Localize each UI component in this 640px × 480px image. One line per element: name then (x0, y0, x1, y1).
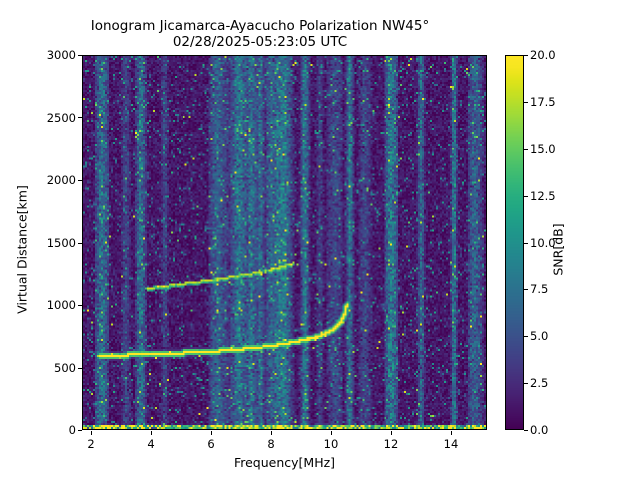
ionogram-plot-area (82, 55, 487, 430)
x-tick-mark (151, 431, 152, 435)
colorbar-tick-label: 5.0 (530, 329, 549, 344)
colorbar-tick-label: 7.5 (530, 282, 549, 297)
y-tick-mark (78, 180, 82, 181)
ionogram-heatmap (83, 56, 486, 429)
y-tick-mark (78, 243, 82, 244)
y-tick-label: 3000 (46, 48, 76, 62)
y-axis-label: Virtual Distance[km] (14, 185, 30, 314)
x-tick-label: 10 (323, 437, 339, 451)
y-tick-mark (78, 368, 82, 369)
x-tick-label: 4 (147, 437, 155, 451)
y-tick-label: 1000 (46, 298, 76, 312)
y-tick-mark (78, 305, 82, 306)
y-tick-label: 500 (54, 360, 76, 375)
x-tick-label: 8 (267, 437, 275, 451)
x-tick-mark (271, 431, 272, 435)
y-tick-mark (78, 55, 82, 56)
y-tick-label: 2000 (46, 173, 76, 187)
x-tick-mark (451, 431, 452, 435)
colorbar-tick-label: 12.5 (530, 188, 556, 203)
colorbar (505, 55, 524, 430)
y-tick-label: 0 (68, 423, 76, 437)
colorbar-tick-mark (524, 149, 528, 150)
chart-title: Ionogram Jicamarca-Ayacucho Polarization… (90, 18, 430, 50)
colorbar-tick-label: 10.0 (530, 235, 556, 250)
y-tick-mark (78, 117, 82, 118)
x-tick-mark (391, 431, 392, 435)
colorbar-gradient (506, 56, 523, 429)
x-tick-label: 14 (443, 437, 459, 451)
x-tick-mark (331, 431, 332, 435)
x-tick-label: 12 (383, 437, 399, 451)
colorbar-label: SNR[dB] (550, 223, 566, 276)
colorbar-tick-mark (524, 383, 528, 384)
y-tick-mark (78, 430, 82, 431)
colorbar-tick-mark (524, 102, 528, 103)
x-tick-label: 6 (207, 437, 215, 451)
colorbar-tick-label: 15.0 (530, 141, 556, 156)
y-tick-label: 2500 (46, 110, 76, 125)
x-tick-label: 2 (87, 437, 95, 451)
x-tick-mark (211, 431, 212, 435)
y-tick-label: 1500 (46, 235, 76, 250)
colorbar-tick-mark (524, 430, 528, 431)
colorbar-tick-label: 17.5 (530, 94, 556, 109)
x-tick-mark (91, 431, 92, 435)
colorbar-tick-mark (524, 336, 528, 337)
colorbar-tick-mark (524, 196, 528, 197)
colorbar-tick-label: 2.5 (530, 376, 549, 391)
colorbar-tick-mark (524, 243, 528, 244)
colorbar-tick-label: 20.0 (530, 48, 556, 62)
colorbar-tick-mark (524, 289, 528, 290)
colorbar-tick-label: 0.0 (530, 423, 549, 437)
x-axis-label: Frequency[MHz] (233, 455, 336, 470)
colorbar-tick-mark (524, 55, 528, 56)
